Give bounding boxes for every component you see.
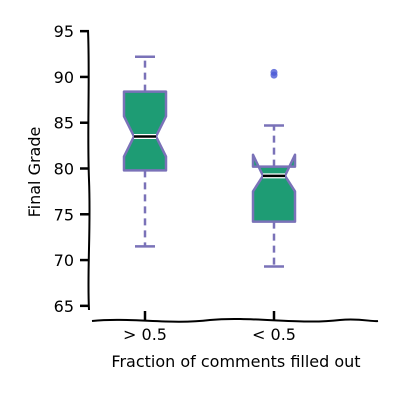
- x-axis-label: Fraction of comments filled out: [111, 352, 360, 371]
- box-group: [122, 55, 168, 248]
- x-axis: > 0.5 < 0.5: [91, 311, 379, 344]
- box-group: [251, 68, 297, 268]
- y-tick-label: 70: [54, 251, 74, 270]
- box-body: [251, 153, 297, 223]
- y-tick-label: 80: [54, 160, 74, 179]
- outlier-point: [270, 68, 278, 76]
- y-tick-label: 90: [54, 68, 74, 87]
- y-tick-label: 85: [54, 114, 74, 133]
- y-axis: 65 70 75 80 85 90 95: [54, 22, 91, 316]
- x-tick-label: < 0.5: [252, 325, 296, 344]
- y-tick-label: 95: [54, 22, 74, 41]
- y-axis-line: [87, 29, 91, 311]
- x-tick-label: > 0.5: [123, 325, 167, 344]
- y-tick-label: 65: [54, 297, 74, 316]
- y-axis-label: Final Grade: [25, 127, 44, 218]
- boxes: [122, 55, 297, 268]
- box-body: [122, 90, 168, 172]
- x-axis-line: [91, 317, 379, 323]
- y-tick-label: 75: [54, 205, 74, 224]
